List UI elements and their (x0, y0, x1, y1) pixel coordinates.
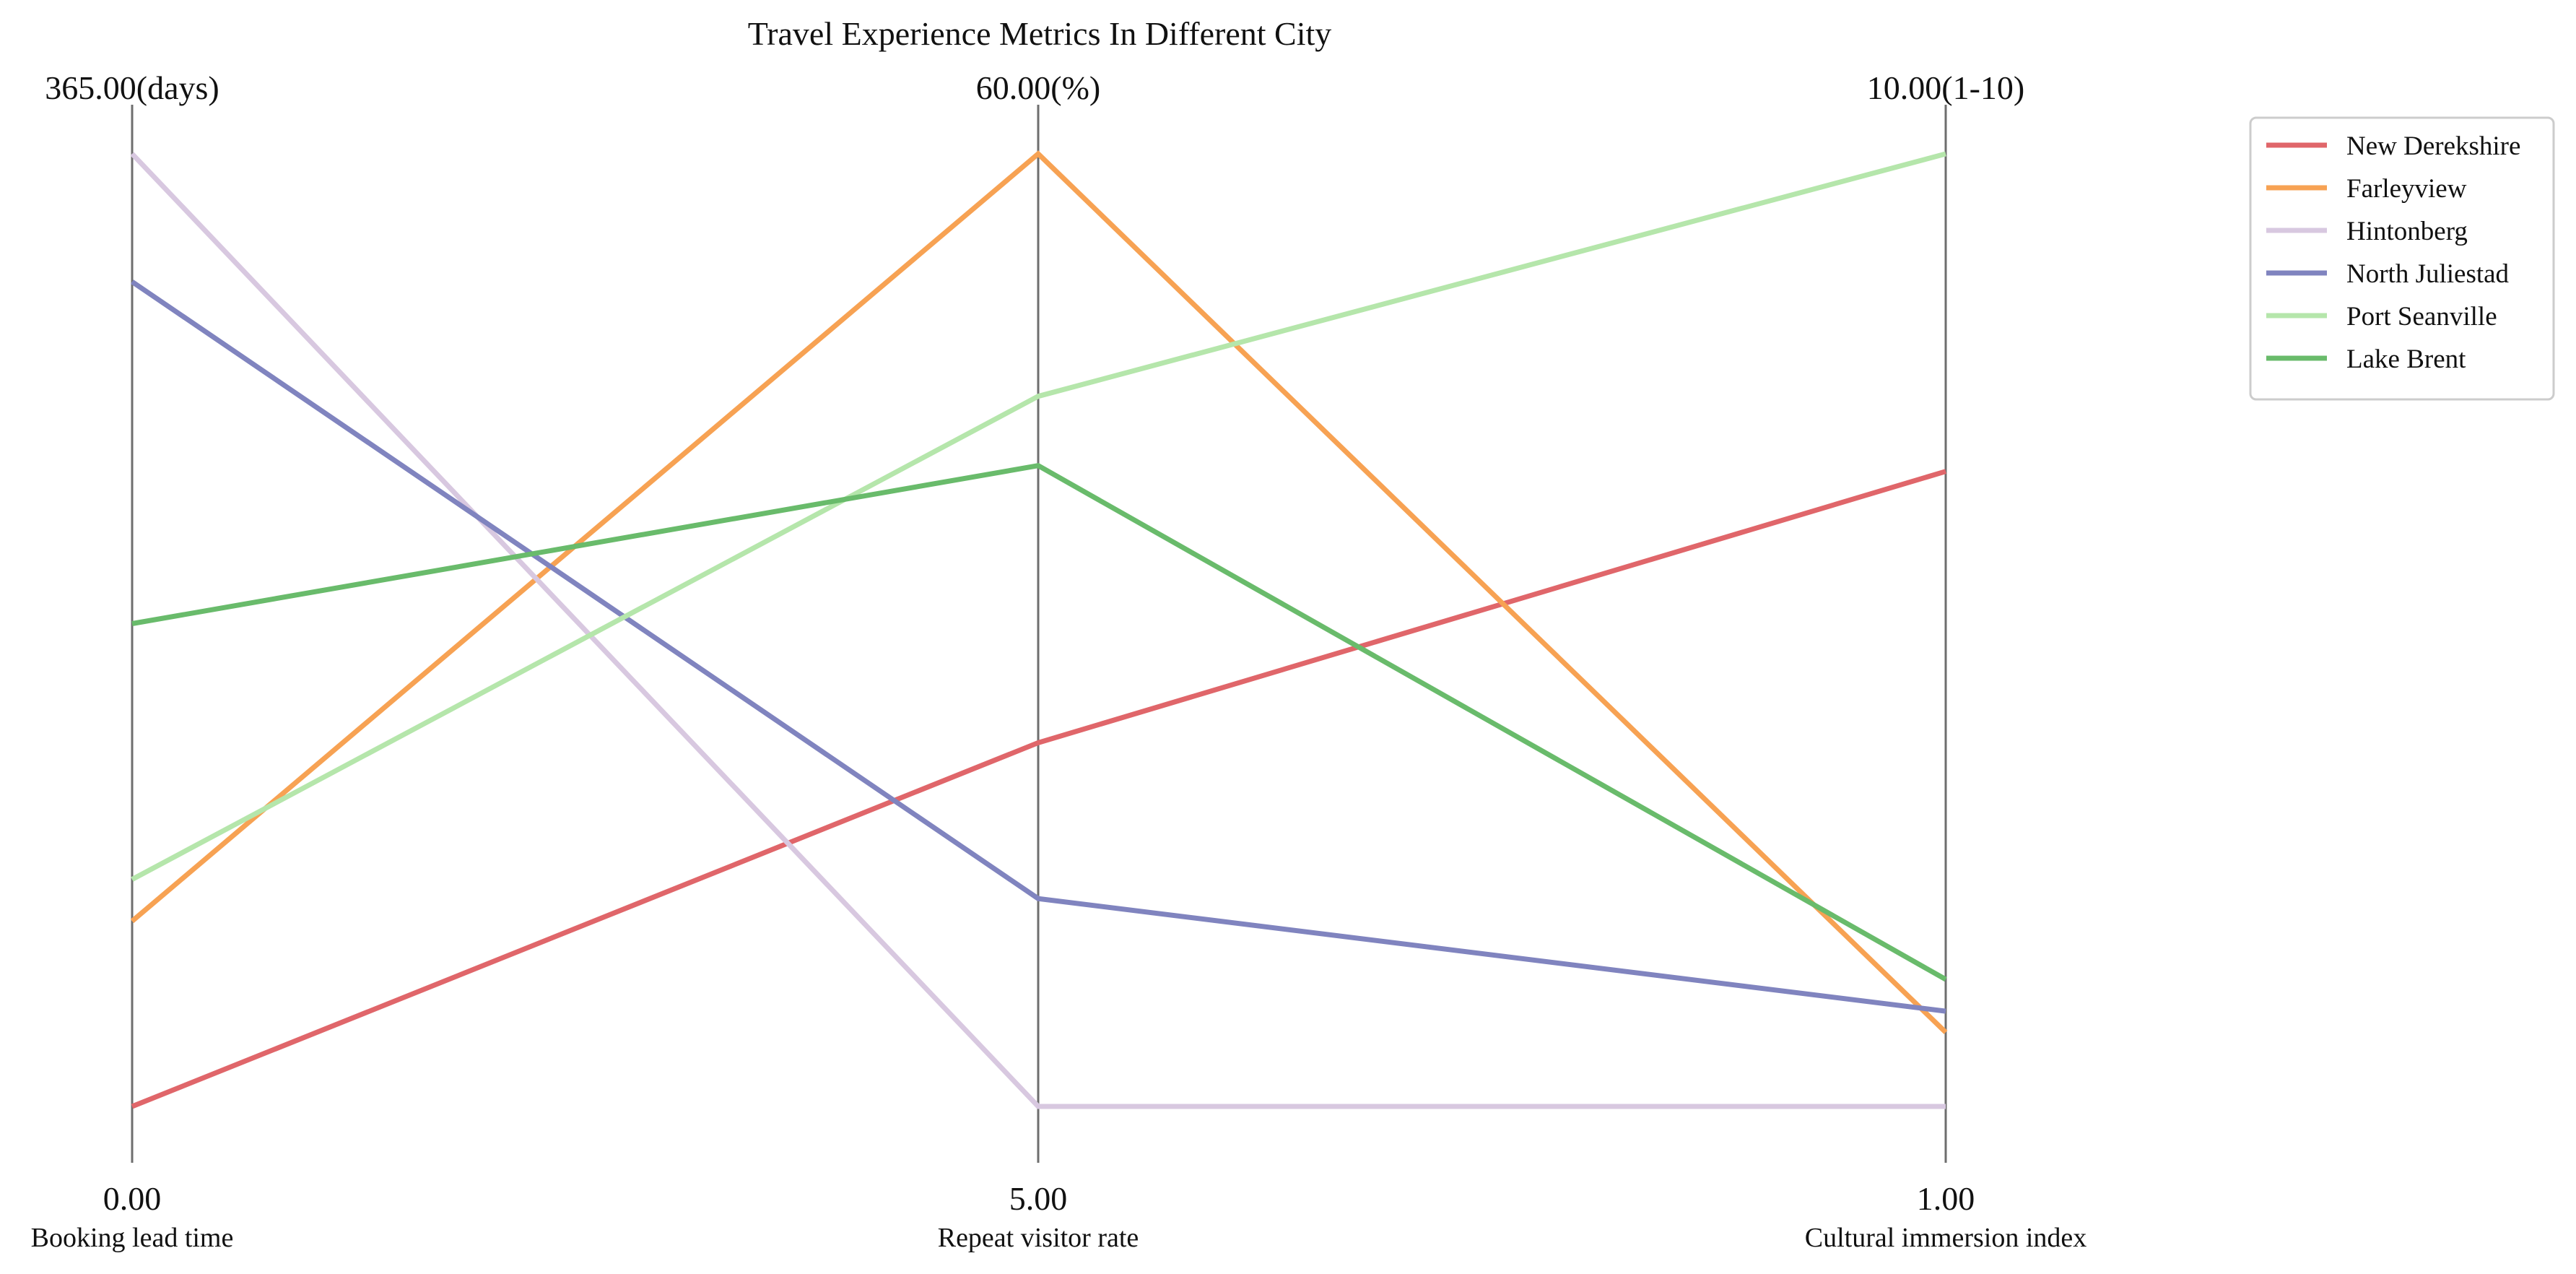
axis-title-2: Repeat visitor rate (938, 1223, 1139, 1253)
axis-min-label-2: 5.00 (1009, 1180, 1068, 1217)
series-line-hintonberg (130, 152, 1946, 1109)
axis-max-label-1: 365.00(days) (45, 69, 219, 106)
series-line-port-seanville (131, 151, 1946, 882)
legend-label-3: Hintonberg (2346, 217, 2468, 246)
axis-title-3: Cultural immersion index (1805, 1223, 2087, 1253)
legend-label-2: Farleyview (2346, 174, 2467, 204)
series-line-farleyview (130, 150, 1948, 1034)
legend-label-4: North Juliestad (2346, 259, 2510, 289)
axis-title-1: Booking lead time (31, 1223, 234, 1253)
axis-min-label-1: 0.00 (103, 1180, 162, 1217)
series-lines-layer (130, 150, 1948, 1109)
axis-max-label-2: 60.00(%) (976, 69, 1100, 106)
axes-layer: 365.00(days) 0.00 Booking lead time 60.00(%… (31, 69, 2087, 1253)
series-line-north-juliestad (131, 280, 1946, 1014)
legend-label-6: Lake Brent (2346, 344, 2466, 374)
series-line-lake-brent (131, 463, 1947, 982)
legend: New Derekshire Farleyview Hintonberg North … (2249, 116, 2555, 401)
chart-title: Travel Experience Metrics In Different C… (748, 15, 1332, 52)
axis-min-label-3: 1.00 (1917, 1180, 1975, 1217)
axis-max-label-3: 10.00(1-10) (1867, 69, 2024, 106)
legend-label-1: New Derekshire (2346, 131, 2520, 161)
legend-label-5: Port Seanville (2346, 302, 2497, 332)
series-line-new-derekshire (131, 469, 1947, 1109)
